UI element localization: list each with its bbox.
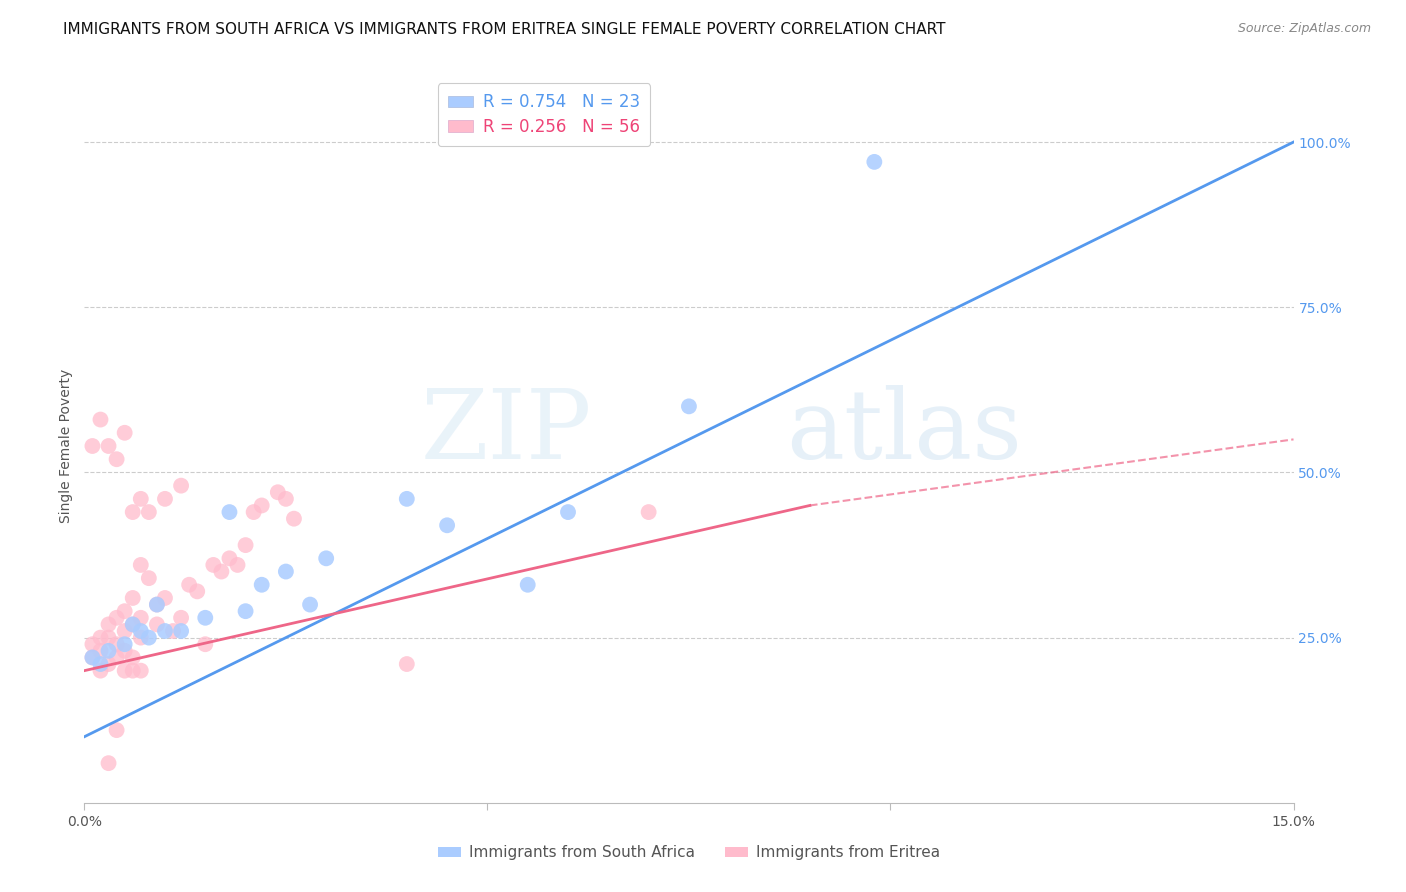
Point	[202, 558, 225, 572]
Point	[274, 491, 297, 506]
Point	[114, 637, 136, 651]
Point	[105, 452, 128, 467]
Point	[146, 617, 169, 632]
Point	[114, 664, 136, 678]
Point	[209, 565, 232, 579]
Text: IMMIGRANTS FROM SOUTH AFRICA VS IMMIGRANTS FROM ERITREA SINGLE FEMALE POVERTY CO: IMMIGRANTS FROM SOUTH AFRICA VS IMMIGRAN…	[63, 22, 946, 37]
Point	[274, 565, 297, 579]
Point	[129, 558, 152, 572]
Point	[138, 631, 160, 645]
Point	[395, 657, 418, 671]
Point	[121, 617, 143, 632]
Point	[153, 491, 176, 506]
Point	[235, 604, 257, 618]
Point	[186, 584, 208, 599]
Point	[162, 624, 184, 638]
Point	[89, 657, 111, 671]
Point	[114, 604, 136, 618]
Point	[557, 505, 579, 519]
Point	[194, 637, 217, 651]
Point	[129, 664, 152, 678]
Point	[121, 505, 143, 519]
Point	[267, 485, 290, 500]
Point	[97, 756, 120, 771]
Point	[114, 644, 136, 658]
Point	[82, 650, 104, 665]
Point	[89, 644, 111, 658]
Point	[283, 511, 305, 525]
Point	[105, 611, 128, 625]
Point	[121, 650, 143, 665]
Point	[121, 617, 143, 632]
Point	[82, 650, 104, 665]
Point	[89, 631, 111, 645]
Point	[863, 154, 886, 169]
Point	[516, 578, 538, 592]
Point	[97, 631, 120, 645]
Point	[114, 624, 136, 638]
Point	[82, 439, 104, 453]
Point	[129, 491, 152, 506]
Text: Source: ZipAtlas.com: Source: ZipAtlas.com	[1237, 22, 1371, 36]
Point	[82, 637, 104, 651]
Point	[179, 578, 201, 592]
Point	[250, 578, 273, 592]
Point	[153, 591, 176, 605]
Point	[121, 664, 143, 678]
Point	[395, 491, 418, 506]
Point	[299, 598, 322, 612]
Point	[153, 624, 176, 638]
Point	[436, 518, 458, 533]
Point	[105, 637, 128, 651]
Legend: Immigrants from South Africa, Immigrants from Eritrea: Immigrants from South Africa, Immigrants…	[432, 839, 946, 866]
Point	[89, 412, 111, 426]
Point	[129, 611, 152, 625]
Point	[97, 657, 120, 671]
Point	[315, 551, 337, 566]
Point	[194, 611, 217, 625]
Point	[637, 505, 659, 519]
Point	[138, 505, 160, 519]
Point	[114, 425, 136, 440]
Point	[89, 664, 111, 678]
Point	[138, 571, 160, 585]
Point	[97, 617, 120, 632]
Point	[242, 505, 264, 519]
Y-axis label: Single Female Poverty: Single Female Poverty	[59, 369, 73, 523]
Point	[678, 400, 700, 414]
Point	[218, 505, 240, 519]
Point	[97, 439, 120, 453]
Point	[226, 558, 249, 572]
Point	[235, 538, 257, 552]
Point	[105, 650, 128, 665]
Point	[105, 723, 128, 738]
Point	[129, 624, 152, 638]
Point	[218, 551, 240, 566]
Point	[170, 478, 193, 492]
Point	[97, 644, 120, 658]
Text: atlas: atlas	[786, 384, 1022, 479]
Point	[170, 611, 193, 625]
Point	[129, 631, 152, 645]
Point	[170, 624, 193, 638]
Point	[146, 598, 169, 612]
Point	[121, 591, 143, 605]
Point	[250, 499, 273, 513]
Text: ZIP: ZIP	[420, 384, 592, 479]
Point	[146, 598, 169, 612]
